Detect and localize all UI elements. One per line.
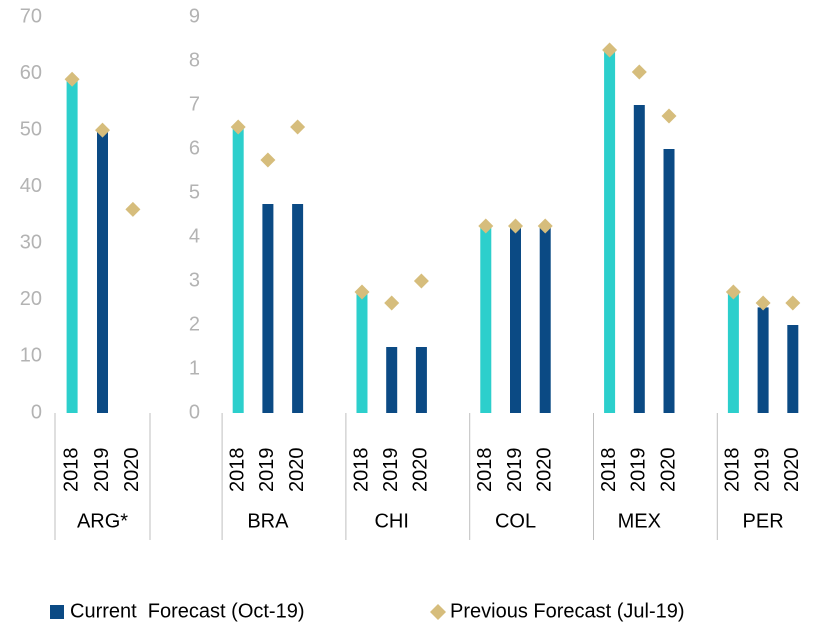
y-tick-label: 1 — [189, 357, 200, 379]
marker — [95, 122, 110, 138]
legend-label: Current Forecast (Oct-19) — [70, 600, 305, 622]
y-tick-label: 0 — [31, 401, 42, 423]
bar — [480, 226, 492, 413]
x-tick-label: 2018 — [474, 448, 496, 493]
x-tick-label: 2019 — [628, 448, 650, 493]
group-label: MEX — [618, 510, 661, 532]
marker — [230, 119, 246, 135]
marker — [537, 218, 553, 234]
x-tick-label: 2018 — [598, 448, 620, 493]
marker — [755, 295, 771, 311]
x-tick-label: 2020 — [121, 448, 143, 493]
bar — [757, 307, 769, 413]
bar — [262, 204, 274, 413]
x-tick-label: 2020 — [410, 448, 432, 493]
y-tick-label: 6 — [189, 137, 200, 159]
group-label: COL — [495, 510, 536, 532]
y-tick-label: 10 — [20, 345, 42, 367]
bar — [356, 292, 368, 413]
marker — [413, 273, 429, 289]
marker — [384, 295, 400, 311]
y-tick-label: 2 — [189, 313, 200, 335]
bar — [66, 79, 78, 413]
marker — [725, 284, 741, 300]
x-tick-label: 2018 — [226, 448, 248, 493]
x-tick-label: 2019 — [256, 448, 278, 493]
x-tick-label: 2020 — [286, 448, 308, 493]
y-tick-label: 8 — [189, 49, 200, 71]
x-tick-label: 2020 — [781, 448, 803, 493]
marker — [478, 218, 494, 234]
x-tick-label: 2018 — [60, 448, 82, 493]
bar — [539, 226, 551, 413]
y-tick-label: 60 — [20, 62, 42, 84]
y-tick-label: 40 — [20, 175, 42, 197]
x-tick-label: 2019 — [380, 448, 402, 493]
bar — [727, 292, 739, 413]
y-tick-label: 20 — [20, 288, 42, 310]
bar — [787, 325, 799, 413]
bar — [386, 347, 398, 413]
x-tick-label: 2019 — [504, 448, 526, 493]
y-tick-label: 70 — [20, 5, 42, 27]
bar — [604, 50, 616, 413]
y-tick-label: 0 — [189, 401, 200, 423]
y-tick-label: 30 — [20, 232, 42, 254]
legend-label: Previous Forecast (Jul-19) — [450, 600, 685, 622]
bar — [663, 149, 675, 413]
group-label: CHI — [374, 510, 408, 532]
x-tick-label: 2018 — [350, 448, 372, 493]
marker — [508, 218, 523, 234]
y-tick-label: 5 — [189, 181, 200, 203]
x-tick-label: 2020 — [657, 448, 679, 493]
bar — [292, 204, 304, 413]
x-tick-label: 2018 — [722, 448, 744, 493]
legend-swatch — [430, 604, 446, 620]
group-label: ARG* — [77, 510, 128, 532]
bar — [415, 347, 427, 413]
x-tick-label: 2020 — [533, 448, 555, 493]
y-tick-label: 3 — [189, 269, 200, 291]
y-tick-label: 4 — [189, 225, 200, 247]
marker — [290, 119, 306, 135]
bar — [510, 226, 521, 413]
marker — [354, 284, 370, 300]
group-label: PER — [743, 510, 784, 532]
marker — [260, 152, 276, 168]
legend-swatch — [50, 605, 64, 619]
bar — [633, 105, 645, 413]
y-tick-label: 9 — [189, 5, 200, 27]
group-label: BRA — [247, 510, 289, 532]
marker — [602, 42, 618, 58]
marker — [64, 71, 80, 87]
bar — [97, 130, 108, 413]
x-tick-label: 2019 — [91, 448, 113, 493]
y-tick-label: 7 — [189, 93, 200, 115]
marker — [661, 108, 677, 124]
bar — [232, 127, 244, 413]
marker — [631, 64, 647, 80]
x-tick-label: 2019 — [751, 448, 773, 493]
marker — [125, 201, 141, 217]
y-tick-label: 50 — [20, 118, 42, 140]
marker — [785, 295, 801, 311]
